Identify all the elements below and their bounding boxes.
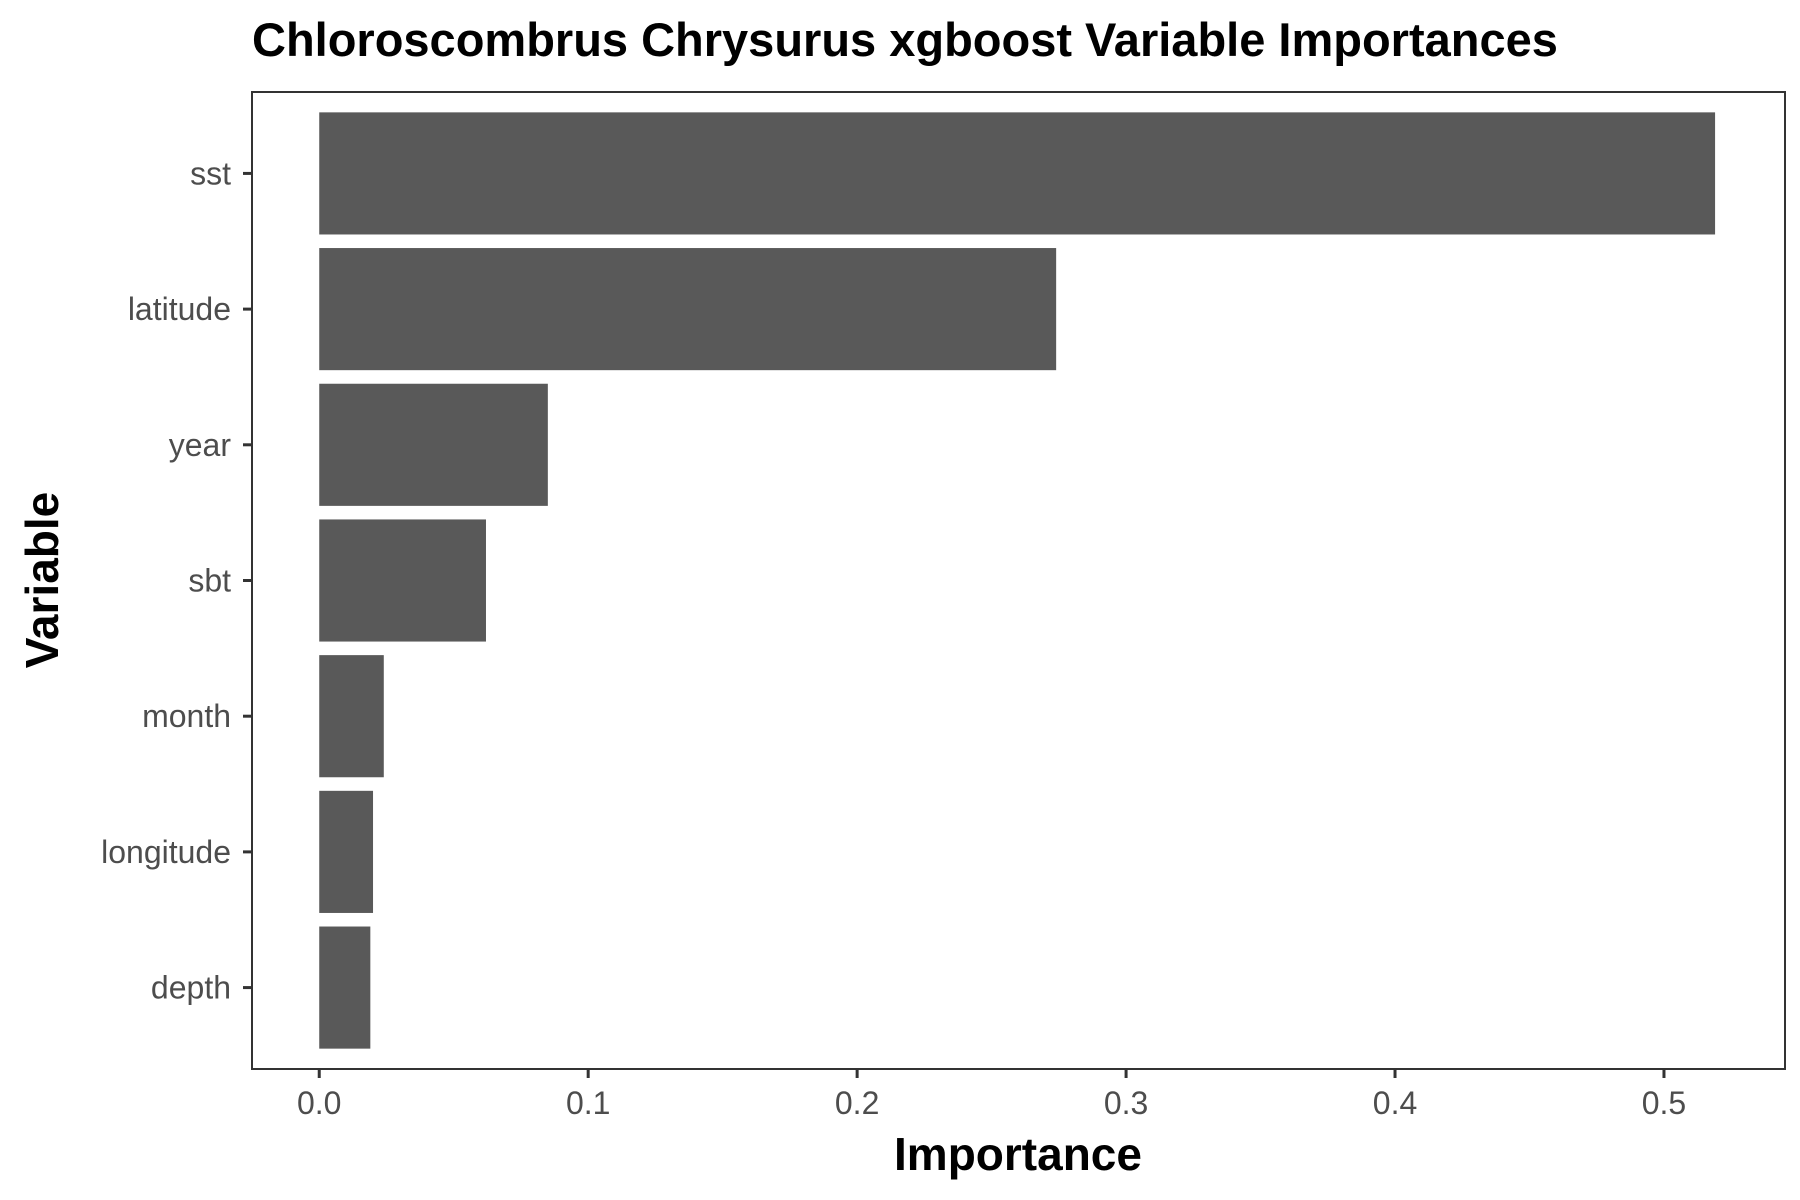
y-tick-label-month: month: [142, 698, 231, 734]
x-tick-label-0.2: 0.2: [835, 1085, 879, 1121]
bars-layer: [319, 112, 1716, 1049]
y-tick-label-year: year: [169, 427, 232, 463]
x-tick-label-0.0: 0.0: [297, 1085, 341, 1121]
x-tick-label-0.5: 0.5: [1642, 1085, 1686, 1121]
y-tick-label-sst: sst: [190, 155, 231, 191]
x-axis-title: Importance: [894, 1128, 1142, 1180]
y-axis: sst latitude year sbt month longitude depth: [101, 155, 252, 1006]
y-tick-label-depth: depth: [151, 970, 231, 1006]
x-axis: 0.0 0.1 0.2 0.3 0.4 0.5: [297, 1069, 1686, 1121]
bar-year: [319, 383, 548, 506]
bar-month: [319, 655, 384, 778]
bar-sbt: [319, 519, 486, 642]
x-tick-label-0.3: 0.3: [1104, 1085, 1148, 1121]
x-tick-label-0.4: 0.4: [1373, 1085, 1417, 1121]
bar-longitude: [319, 790, 374, 913]
bar-sst: [319, 112, 1716, 235]
chart-title: Chloroscombrus Chrysurus xgboost Variabl…: [252, 13, 1558, 66]
y-tick-label-longitude: longitude: [101, 834, 231, 870]
y-tick-label-latitude: latitude: [128, 291, 231, 327]
y-tick-label-sbt: sbt: [188, 563, 231, 599]
y-axis-title: Variable: [16, 492, 68, 668]
bar-latitude: [319, 248, 1057, 371]
x-tick-label-0.1: 0.1: [566, 1085, 610, 1121]
bar-depth: [319, 926, 371, 1049]
